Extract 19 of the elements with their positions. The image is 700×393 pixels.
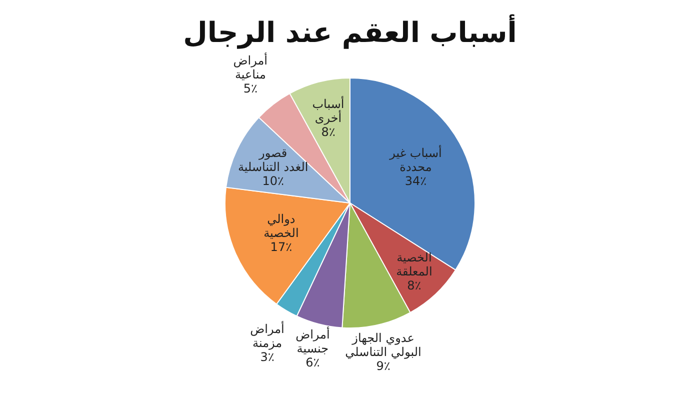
chart-title: أسباب العقم عند الرجال: [183, 14, 517, 49]
data-label: 9٪: [376, 358, 390, 373]
slice-label: الخصية المعلقة: [396, 250, 432, 278]
data-label: 34٪: [404, 174, 427, 188]
slice-label: دوالي الخصية: [264, 212, 299, 240]
slice-label: أسباب أخرى: [312, 96, 344, 126]
data-label: 10٪: [262, 174, 284, 188]
data-label: 3٪: [260, 350, 274, 364]
data-label: 17٪: [270, 240, 292, 254]
slice-label: أمراض جنسية: [296, 326, 330, 356]
slice-label: أمراض مناعية: [233, 52, 268, 82]
data-label: 8٪: [321, 125, 336, 140]
slice-label: عدوي الجهاز البولي التناسلي: [345, 330, 422, 359]
data-label: 8٪: [407, 278, 422, 292]
data-label: 6٪: [306, 355, 320, 370]
slice-label: أمراض مزمنة: [250, 320, 284, 350]
slice-label: قصور الغدد التناسلية: [238, 146, 308, 174]
slice-label: أسباب غير محددة: [388, 144, 442, 174]
data-label: 5٪: [243, 82, 258, 96]
